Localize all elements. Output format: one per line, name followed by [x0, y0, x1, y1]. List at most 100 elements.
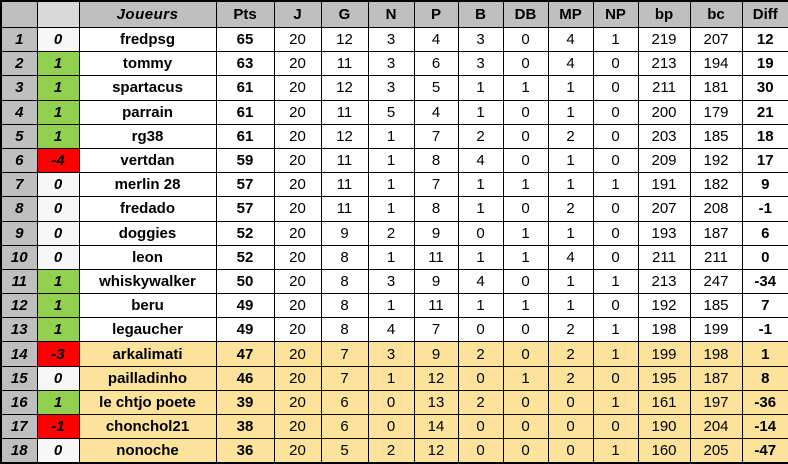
cell-draws: 2 [367, 438, 415, 464]
cell-goals-against: 199 [689, 317, 743, 343]
table-row[interactable]: 10 0 leon 52 20 8 1 11 1 1 4 0 211 211 0 [0, 244, 788, 270]
cell-rank: 5 [0, 123, 38, 149]
cell-played: 20 [273, 365, 322, 391]
table-row[interactable]: 3 1 spartacus 61 20 12 3 5 1 1 1 0 211 181 30 [0, 75, 788, 101]
cell-goal-difference: -36 [741, 389, 788, 416]
column-header-goals-for[interactable]: bp [637, 0, 691, 28]
column-header-np[interactable]: NP [592, 0, 639, 28]
cell-goals-for: 190 [637, 413, 691, 440]
cell-draws: 0 [367, 413, 415, 440]
cell-goal-difference: 21 [741, 99, 788, 125]
cell-mp: 2 [547, 341, 594, 367]
table-row[interactable]: 17 -1 chonchol21 38 20 6 0 14 0 0 0 0 190 204 -14 [0, 413, 788, 440]
column-header-rank[interactable] [0, 0, 38, 28]
cell-played: 20 [273, 26, 322, 53]
column-header-draws[interactable]: N [367, 0, 415, 28]
table-row[interactable]: 7 0 merlin 28 57 20 11 1 7 1 1 1 1 191 182 9 [0, 172, 788, 198]
cell-goals-against: 179 [689, 99, 743, 125]
table-row[interactable]: 1 0 fredpsg 65 20 12 3 4 3 0 4 1 219 207 12 [0, 26, 788, 53]
cell-points: 38 [215, 413, 275, 440]
column-header-goal-difference[interactable]: Diff [741, 0, 788, 28]
column-header-movement[interactable] [36, 0, 80, 28]
cell-played: 20 [273, 413, 322, 440]
cell-db: 1 [502, 172, 549, 198]
cell-losses: 4 [413, 26, 459, 53]
column-header-goals-against[interactable]: bc [689, 0, 743, 28]
cell-played: 20 [273, 244, 322, 270]
cell-goals-for: 160 [637, 438, 691, 464]
cell-goal-difference: -1 [741, 196, 788, 222]
table-row[interactable]: 5 1 rg38 61 20 12 1 7 2 0 2 0 203 185 18 [0, 123, 788, 149]
cell-draws: 3 [367, 75, 415, 101]
cell-wins: 11 [320, 196, 369, 222]
cell-losses: 12 [413, 365, 459, 391]
cell-mp: 2 [547, 196, 594, 222]
column-header-players[interactable]: Joueurs [78, 0, 217, 28]
column-header-played[interactable]: J [273, 0, 322, 28]
cell-draws: 1 [367, 196, 415, 222]
cell-mp: 0 [547, 389, 594, 416]
table-row[interactable]: 11 1 whiskywalker 50 20 8 3 9 4 0 1 1 213 247 -34 [0, 268, 788, 295]
cell-rank: 7 [0, 172, 38, 198]
table-row[interactable]: 18 0 nonoche 36 20 5 2 12 0 0 0 1 160 205 -47 [0, 438, 788, 464]
cell-rank: 14 [0, 341, 38, 367]
cell-goals-against: 197 [689, 389, 743, 416]
table-row[interactable]: 8 0 fredado 57 20 11 1 8 1 0 2 0 207 208 -1 [0, 196, 788, 222]
cell-mp: 4 [547, 51, 594, 77]
table-row[interactable]: 16 1 le chtjo poete 39 20 6 0 13 2 0 0 1 161 197 -36 [0, 389, 788, 416]
cell-goal-difference: 17 [741, 147, 788, 174]
column-header-losses[interactable]: P [413, 0, 459, 28]
cell-np: 0 [592, 220, 639, 246]
cell-np: 0 [592, 196, 639, 222]
cell-points: 52 [215, 244, 275, 270]
table-row[interactable]: 9 0 doggies 52 20 9 2 9 0 1 1 0 193 187 6 [0, 220, 788, 246]
cell-movement: 1 [36, 317, 80, 343]
cell-wins: 11 [320, 147, 369, 174]
cell-goal-difference: 0 [741, 244, 788, 270]
cell-wins: 7 [320, 341, 369, 367]
cell-draws: 1 [367, 365, 415, 391]
cell-db: 0 [502, 51, 549, 77]
column-header-mp[interactable]: MP [547, 0, 594, 28]
table-row[interactable]: 15 0 pailladinho 46 20 7 1 12 0 1 2 0 195 187 8 [0, 365, 788, 391]
cell-np: 0 [592, 293, 639, 319]
table-row[interactable]: 4 1 parrain 61 20 11 5 4 1 0 1 0 200 179 21 [0, 99, 788, 125]
table-row[interactable]: 2 1 tommy 63 20 11 3 6 3 0 4 0 213 194 19 [0, 51, 788, 77]
cell-b: 2 [457, 123, 504, 149]
cell-np: 0 [592, 413, 639, 440]
table-row[interactable]: 12 1 beru 49 20 8 1 11 1 1 1 0 192 185 7 [0, 293, 788, 319]
cell-wins: 5 [320, 438, 369, 464]
column-header-db[interactable]: DB [502, 0, 549, 28]
cell-b: 0 [457, 317, 504, 343]
cell-points: 50 [215, 268, 275, 295]
cell-wins: 6 [320, 389, 369, 416]
table-row[interactable]: 13 1 legaucher 49 20 8 4 7 0 0 2 1 198 199 -1 [0, 317, 788, 343]
cell-goals-against: 198 [689, 341, 743, 367]
cell-goals-for: 192 [637, 293, 691, 319]
cell-player-name: tommy [78, 51, 217, 77]
table-row[interactable]: 14 -3 arkalimati 47 20 7 3 9 2 0 2 1 199 198 1 [0, 341, 788, 367]
cell-wins: 12 [320, 75, 369, 101]
cell-goal-difference: 7 [741, 293, 788, 319]
cell-points: 39 [215, 389, 275, 416]
cell-played: 20 [273, 147, 322, 174]
cell-wins: 8 [320, 268, 369, 295]
cell-played: 20 [273, 341, 322, 367]
cell-goals-against: 205 [689, 438, 743, 464]
cell-mp: 2 [547, 365, 594, 391]
column-header-points[interactable]: Pts [215, 0, 275, 28]
cell-losses: 14 [413, 413, 459, 440]
cell-player-name: beru [78, 293, 217, 319]
cell-wins: 8 [320, 293, 369, 319]
column-header-b[interactable]: B [457, 0, 504, 28]
column-header-wins[interactable]: G [320, 0, 369, 28]
cell-goal-difference: -14 [741, 413, 788, 440]
cell-draws: 3 [367, 51, 415, 77]
cell-mp: 2 [547, 317, 594, 343]
cell-goals-against: 192 [689, 147, 743, 174]
table-row[interactable]: 6 -4 vertdan 59 20 11 1 8 4 0 1 0 209 192 17 [0, 147, 788, 174]
cell-db: 1 [502, 293, 549, 319]
cell-losses: 6 [413, 51, 459, 77]
cell-mp: 1 [547, 172, 594, 198]
cell-draws: 0 [367, 389, 415, 416]
